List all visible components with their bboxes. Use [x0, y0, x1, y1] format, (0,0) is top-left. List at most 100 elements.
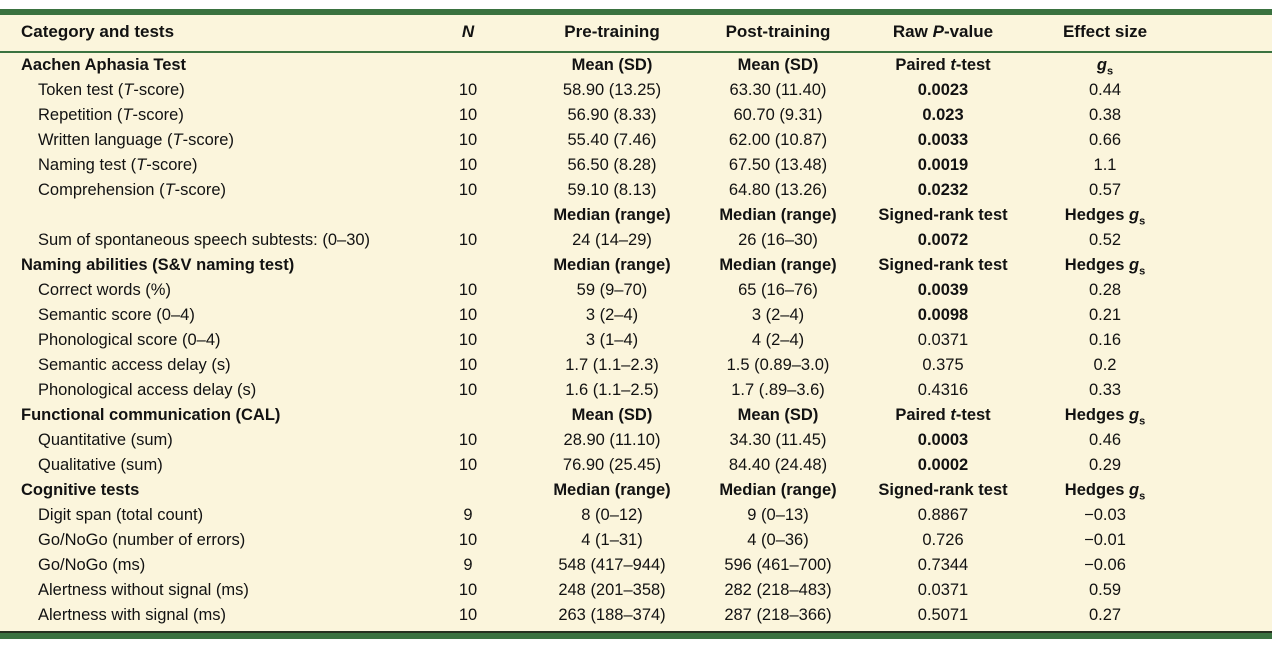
cell-post: 84.40 (24.48) — [728, 456, 828, 474]
cell-p: 0.726 — [922, 531, 964, 549]
cell-n: 10 — [458, 281, 478, 299]
cell-post: 287 (218–366) — [724, 606, 832, 624]
cell-pre: 1.7 (1.1–2.3) — [565, 356, 659, 374]
table-row: Phonological score (0–4) 10 3 (1–4) 4 (2–4)… — [0, 328, 1272, 353]
cell-post: Median (range) — [719, 206, 837, 224]
cell-category: Go/NoGo (ms) — [38, 556, 146, 574]
table-row: Qualitative (sum) 10 76.90 (25.45) 84.40 (2… — [0, 453, 1272, 478]
cell-post: 1.5 (0.89–3.0) — [726, 356, 830, 374]
table-bottom-rule — [0, 633, 1272, 639]
cell-effect: −0.01 — [1084, 531, 1126, 549]
cell-p: 0.0371 — [917, 331, 969, 349]
cell-post: 67.50 (13.48) — [728, 156, 828, 174]
cell-category: Semantic access delay (s) — [38, 356, 231, 374]
section-header-row: Functional communication (CAL) Mean (SD) M… — [0, 403, 1272, 428]
cell-category: Naming test (T-score) — [38, 156, 198, 174]
cell-effect: 0.59 — [1088, 581, 1122, 599]
cell-pre: 58.90 (13.25) — [562, 81, 662, 99]
table-header: Category and tests N Pre-training Post-trai… — [0, 15, 1272, 53]
cell-n: 10 — [458, 431, 478, 449]
table-row: Token test (T-score) 10 58.90 (13.25) 63.30… — [0, 78, 1272, 103]
cell-post: 26 (16–30) — [738, 231, 818, 249]
cell-pre: 55.40 (7.46) — [567, 131, 657, 149]
column-header-pre: Pre-training — [536, 15, 688, 53]
cell-n: 9 — [463, 556, 473, 574]
column-header-category: Category and tests — [0, 15, 400, 53]
cell-n: 10 — [458, 306, 478, 324]
cell-category: Correct words (%) — [38, 281, 171, 299]
column-header-effect: Effect size — [1018, 15, 1272, 53]
cell-category — [0, 203, 400, 228]
cell-p: 0.375 — [922, 356, 964, 374]
cell-p: 0.023 — [922, 106, 964, 124]
cell-category: Phonological access delay (s) — [38, 381, 257, 399]
cell-category: Functional communication (CAL) — [21, 406, 281, 424]
cell-n: 10 — [458, 131, 478, 149]
cell-effect: 0.2 — [1093, 356, 1117, 374]
cell-pre: 56.90 (8.33) — [567, 106, 657, 124]
cell-p: 0.8867 — [917, 506, 969, 524]
header-row: Category and tests N Pre-training Post-trai… — [0, 15, 1272, 53]
table-row: Quantitative (sum) 10 28.90 (11.10) 34.30 (… — [0, 428, 1272, 453]
table-row: Naming test (T-score) 10 56.50 (8.28) 67.50… — [0, 153, 1272, 178]
cell-pre: Median (range) — [553, 206, 671, 224]
results-table-panel: Category and tests N Pre-training Post-trai… — [0, 9, 1272, 633]
cell-post: 596 (461–700) — [724, 556, 832, 574]
cell-n: 10 — [458, 156, 478, 174]
cell-category: Go/NoGo (number of errors) — [38, 531, 246, 549]
cell-effect: 0.44 — [1088, 81, 1122, 99]
cell-p: 0.0371 — [917, 581, 969, 599]
cell-category: Alertness with signal (ms) — [38, 606, 226, 624]
cell-pre: 548 (417–944) — [558, 556, 666, 574]
cell-post: Median (range) — [719, 256, 837, 274]
table-row: Semantic access delay (s) 10 1.7 (1.1–2.3)… — [0, 353, 1272, 378]
cell-category: Cognitive tests — [21, 481, 140, 499]
cell-p: 0.0023 — [917, 81, 969, 99]
cell-pre: Mean (SD) — [571, 406, 653, 424]
cell-p: 0.7344 — [917, 556, 969, 574]
cell-pre: 1.6 (1.1–2.5) — [565, 381, 659, 399]
cell-p: Signed-rank test — [878, 481, 1008, 499]
table-row: Go/NoGo (ms) 9 548 (417–944) 596 (461–700) 0… — [0, 553, 1272, 578]
cell-pre: 3 (2–4) — [585, 306, 639, 324]
table-row: Repetition (T-score) 10 56.90 (8.33) 60.70 … — [0, 103, 1272, 128]
cell-pre: Median (range) — [553, 481, 671, 499]
cell-pre: Mean (SD) — [571, 56, 653, 74]
cell-category: Naming abilities (S&V naming test) — [21, 256, 295, 274]
cell-effect: 0.66 — [1088, 131, 1122, 149]
cell-p: 0.0072 — [917, 231, 969, 249]
cell-effect: 0.16 — [1088, 331, 1122, 349]
cell-n: 10 — [458, 581, 478, 599]
cell-effect: −0.06 — [1084, 556, 1126, 574]
cell-p: 0.0039 — [917, 281, 969, 299]
cell-p: 0.0002 — [917, 456, 969, 474]
cell-n: 10 — [458, 231, 478, 249]
table-row: Semantic score (0–4) 10 3 (2–4) 3 (2–4) 0.00… — [0, 303, 1272, 328]
cell-pre: 59 (9–70) — [576, 281, 648, 299]
cell-post: 4 (2–4) — [751, 331, 805, 349]
cell-pre: 56.50 (8.28) — [567, 156, 657, 174]
cell-n — [400, 403, 536, 428]
cell-pre: 3 (1–4) — [585, 331, 639, 349]
cell-post: 3 (2–4) — [751, 306, 805, 324]
cell-post: Median (range) — [719, 481, 837, 499]
cell-p: 0.5071 — [917, 606, 969, 624]
cell-p: Signed-rank test — [878, 206, 1008, 224]
cell-post: 60.70 (9.31) — [733, 106, 823, 124]
cell-n — [400, 253, 536, 278]
cell-category: Phonological score (0–4) — [38, 331, 221, 349]
cell-post: 65 (16–76) — [738, 281, 818, 299]
cell-post: Mean (SD) — [737, 406, 819, 424]
cell-n: 9 — [463, 506, 473, 524]
cell-category: Qualitative (sum) — [38, 456, 163, 474]
cell-p: 0.0033 — [917, 131, 969, 149]
section-header-row: Cognitive tests Median (range) Median (ran… — [0, 478, 1272, 503]
table-body: Aachen Aphasia Test Mean (SD) Mean (SD) Pai… — [0, 52, 1272, 628]
cell-effect: 0.38 — [1088, 106, 1122, 124]
cell-n: 10 — [458, 81, 478, 99]
cell-effect: 0.27 — [1088, 606, 1122, 624]
column-header-post: Post-training — [688, 15, 868, 53]
cell-category: Token test (T-score) — [38, 81, 185, 99]
cell-post: 62.00 (10.87) — [728, 131, 828, 149]
cell-effect: 0.21 — [1088, 306, 1122, 324]
